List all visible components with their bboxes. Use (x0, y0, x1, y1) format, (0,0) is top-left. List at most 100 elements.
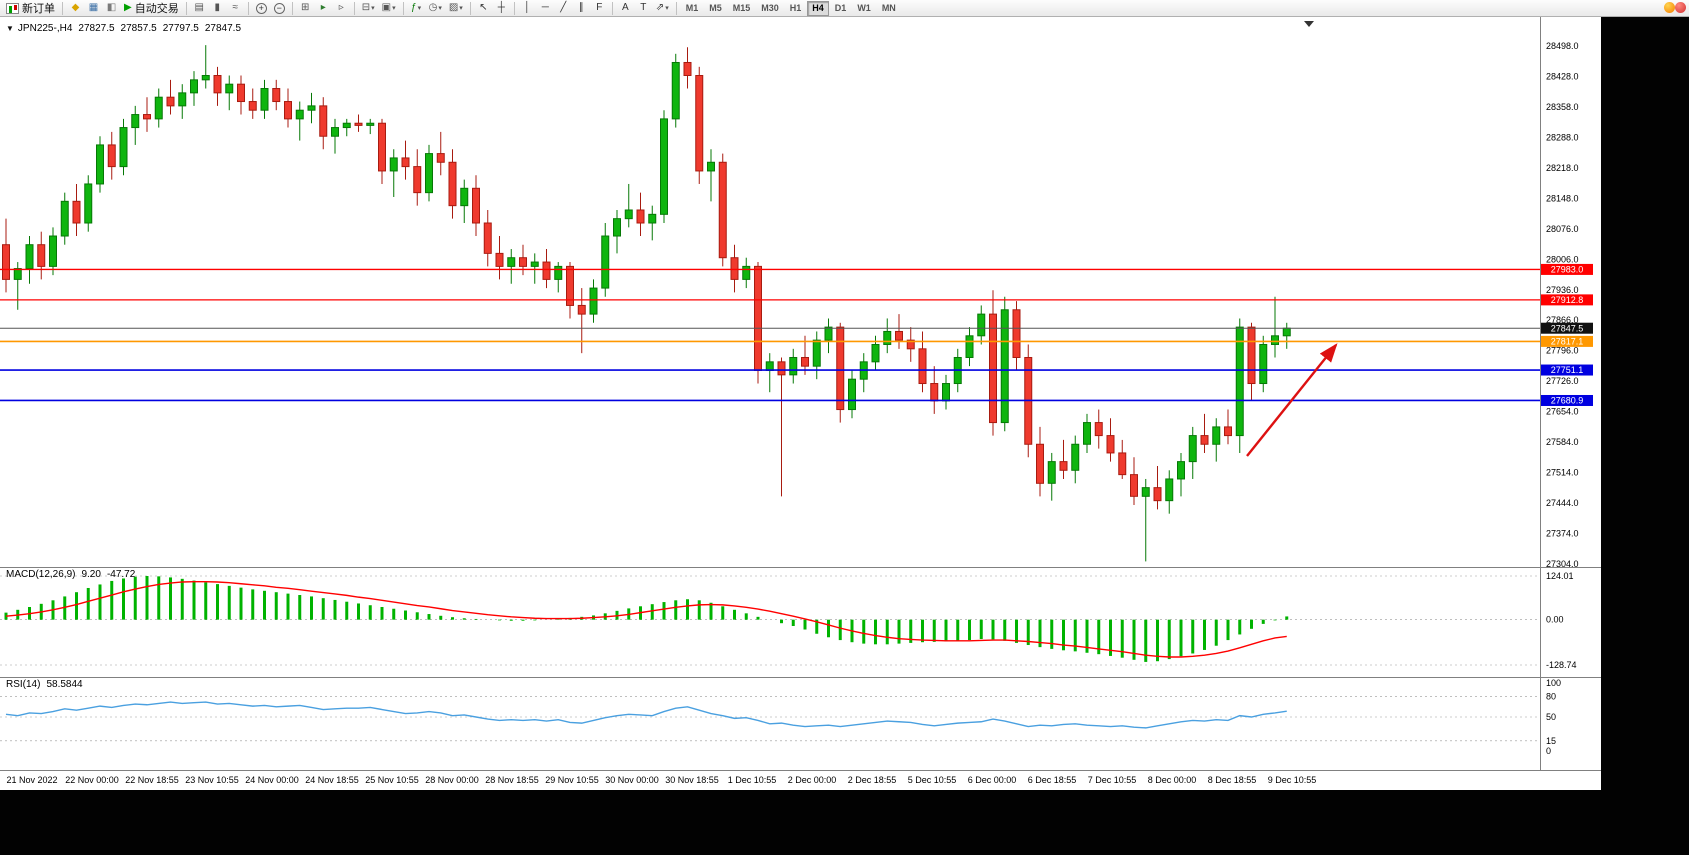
cursor-button[interactable]: ↖ (475, 1, 492, 16)
svg-text:25 Nov 10:55: 25 Nov 10:55 (365, 775, 419, 785)
timeframe-h4-button[interactable]: H4 (807, 0, 829, 16)
tile-windows-button[interactable]: ⊞ (297, 1, 314, 16)
svg-text:5 Dec 10:55: 5 Dec 10:55 (908, 775, 957, 785)
data-window-button[interactable]: ◧ (103, 1, 120, 16)
timeframe-m1-button[interactable]: M1 (685, 3, 699, 13)
svg-text:-128.74: -128.74 (1546, 660, 1577, 670)
auto-trading-icon: ▶ (124, 2, 132, 13)
svg-text:80: 80 (1546, 692, 1556, 702)
zoom-in-icon: + (255, 2, 267, 14)
market-watch-button[interactable]: ▦ (85, 1, 102, 16)
toolbar-separator (291, 1, 293, 15)
svg-text:30 Nov 18:55: 30 Nov 18:55 (665, 775, 719, 785)
text-label-icon: T (640, 2, 647, 13)
templates-icon: ▨ (448, 2, 459, 13)
new-chart-icon: ⊟ (361, 2, 371, 13)
chart-shift-button[interactable]: ▹ (333, 1, 350, 16)
new-chart-button[interactable]: ⊟ ▾ (359, 1, 378, 16)
trend-arrow-annotation[interactable] (1246, 343, 1338, 457)
chart-window[interactable]: 28498.0 28428.0 28358.0 28288.0 28218.0 28148… (0, 17, 1601, 790)
crosshair-icon: ┼ (497, 2, 505, 13)
svg-text:28358.0: 28358.0 (1546, 102, 1579, 112)
price-axis: 28498.0 28428.0 28358.0 28288.0 28218.0 28148… (1546, 41, 1579, 569)
svg-text:2 Dec 18:55: 2 Dec 18:55 (848, 775, 897, 785)
svg-text:23 Nov 10:55: 23 Nov 10:55 (185, 775, 239, 785)
cursor-icon: ↖ (479, 2, 488, 13)
chart-shift-icon: ▹ (338, 2, 344, 13)
trendline-button[interactable]: ╱ (555, 1, 572, 16)
background-bottom (0, 790, 1601, 855)
timeframe-d1-button[interactable]: D1 (834, 3, 847, 13)
toolbar-separator (353, 1, 355, 15)
svg-text:27726.0: 27726.0 (1546, 376, 1579, 386)
horizontal-lines[interactable]: 27983.0 27912.8 27817.1 27751.1 27680.9 27847… (0, 263, 1593, 406)
templates-button[interactable]: ▨ ▾ (446, 1, 466, 16)
chart-canvas[interactable]: 28498.0 28428.0 28358.0 28288.0 28218.0 28148… (0, 17, 1601, 790)
svg-text:24 Nov 18:55: 24 Nov 18:55 (305, 775, 359, 785)
equidistant-channel-button[interactable]: ∥ (573, 1, 590, 16)
toolbar-separator (402, 1, 404, 15)
timeframe-h1-button[interactable]: H1 (789, 3, 802, 13)
svg-text:27304.0: 27304.0 (1546, 559, 1579, 569)
metaeditor-icon: ◆ (71, 2, 80, 13)
timeframe-m5-button[interactable]: M5 (709, 3, 722, 13)
svg-text:28288.0: 28288.0 (1546, 132, 1579, 142)
new-order-button[interactable]: 新订单 (3, 1, 58, 16)
timeframe-w1-button[interactable]: W1 (857, 3, 871, 13)
text-button[interactable]: A (617, 1, 634, 16)
svg-text:2 Dec 00:00: 2 Dec 00:00 (788, 775, 837, 785)
indicators-icon: ƒ (411, 2, 417, 13)
svg-text:0: 0 (1546, 746, 1551, 756)
timeframe-mn-button[interactable]: MN (881, 3, 896, 13)
indicators-button[interactable]: ƒ ▾ (408, 1, 425, 16)
toolbar-separator (62, 1, 63, 15)
horizontal-line-icon: ─ (541, 2, 549, 13)
periods-button[interactable]: ◷ ▾ (426, 1, 445, 16)
toolbar-separator (247, 1, 249, 15)
svg-text:7 Dec 10:55: 7 Dec 10:55 (1088, 775, 1137, 785)
svg-text:6 Dec 00:00: 6 Dec 00:00 (968, 775, 1017, 785)
zoom-out-icon: − (273, 2, 285, 14)
data-window-icon: ◧ (106, 2, 117, 13)
metaeditor-button[interactable]: ◆ (67, 1, 84, 16)
chart-candles-button[interactable]: ▮ (209, 1, 226, 16)
svg-text:100: 100 (1546, 678, 1561, 688)
svg-text:27936.0: 27936.0 (1546, 285, 1579, 295)
vertical-line-button[interactable]: │ (519, 1, 536, 16)
horizontal-line-button[interactable]: ─ (537, 1, 554, 16)
zoom-in-button[interactable]: + (253, 1, 270, 16)
crosshair-button[interactable]: ┼ (493, 1, 510, 16)
notification-badge-orange-icon[interactable] (1664, 2, 1675, 13)
chart-line-button[interactable]: ≈ (227, 1, 244, 16)
profiles-button[interactable]: ▣ ▾ (379, 1, 399, 16)
timeframe-m30-button[interactable]: M30 (761, 3, 779, 13)
svg-text:27680.9: 27680.9 (1551, 396, 1584, 406)
svg-text:1 Dec 10:55: 1 Dec 10:55 (728, 775, 777, 785)
chart-candles-icon: ▮ (214, 2, 220, 13)
one-click-trading-toggle-icon[interactable]: ▼ (6, 24, 14, 33)
arrows-icon: ⇗ (655, 2, 665, 13)
fibonacci-button[interactable]: F (591, 1, 608, 16)
text-label-button[interactable]: T (635, 1, 652, 16)
svg-text:8 Dec 00:00: 8 Dec 00:00 (1148, 775, 1197, 785)
chevron-down-icon: ▾ (371, 5, 375, 12)
toolbar-separator (469, 1, 471, 15)
auto-trading-button[interactable]: ▶ 自动交易 (121, 1, 182, 16)
notification-badge-red-icon[interactable] (1675, 2, 1686, 13)
svg-text:27847.5: 27847.5 (1551, 323, 1584, 333)
timeframe-m15-button[interactable]: M15 (732, 3, 751, 13)
svg-text:28498.0: 28498.0 (1546, 41, 1579, 51)
svg-text:28 Nov 00:00: 28 Nov 00:00 (425, 775, 479, 785)
zoom-out-button[interactable]: − (271, 1, 288, 16)
chart-bars-button[interactable]: ▤ (191, 1, 208, 16)
scroll-to-end-marker-icon (1304, 21, 1314, 27)
arrows-button[interactable]: ⇗ ▾ (653, 1, 672, 16)
chevron-down-icon: ▾ (392, 5, 396, 12)
svg-text:24 Nov 00:00: 24 Nov 00:00 (245, 775, 299, 785)
svg-text:27912.8: 27912.8 (1551, 295, 1584, 305)
chevron-down-icon: ▾ (438, 5, 442, 12)
text-icon: A (621, 2, 629, 13)
auto-scroll-button[interactable]: ▸ (315, 1, 332, 16)
svg-text:28 Nov 18:55: 28 Nov 18:55 (485, 775, 539, 785)
date-axis: 21 Nov 2022 22 Nov 00:00 22 Nov 18:55 23 No… (6, 775, 1316, 785)
